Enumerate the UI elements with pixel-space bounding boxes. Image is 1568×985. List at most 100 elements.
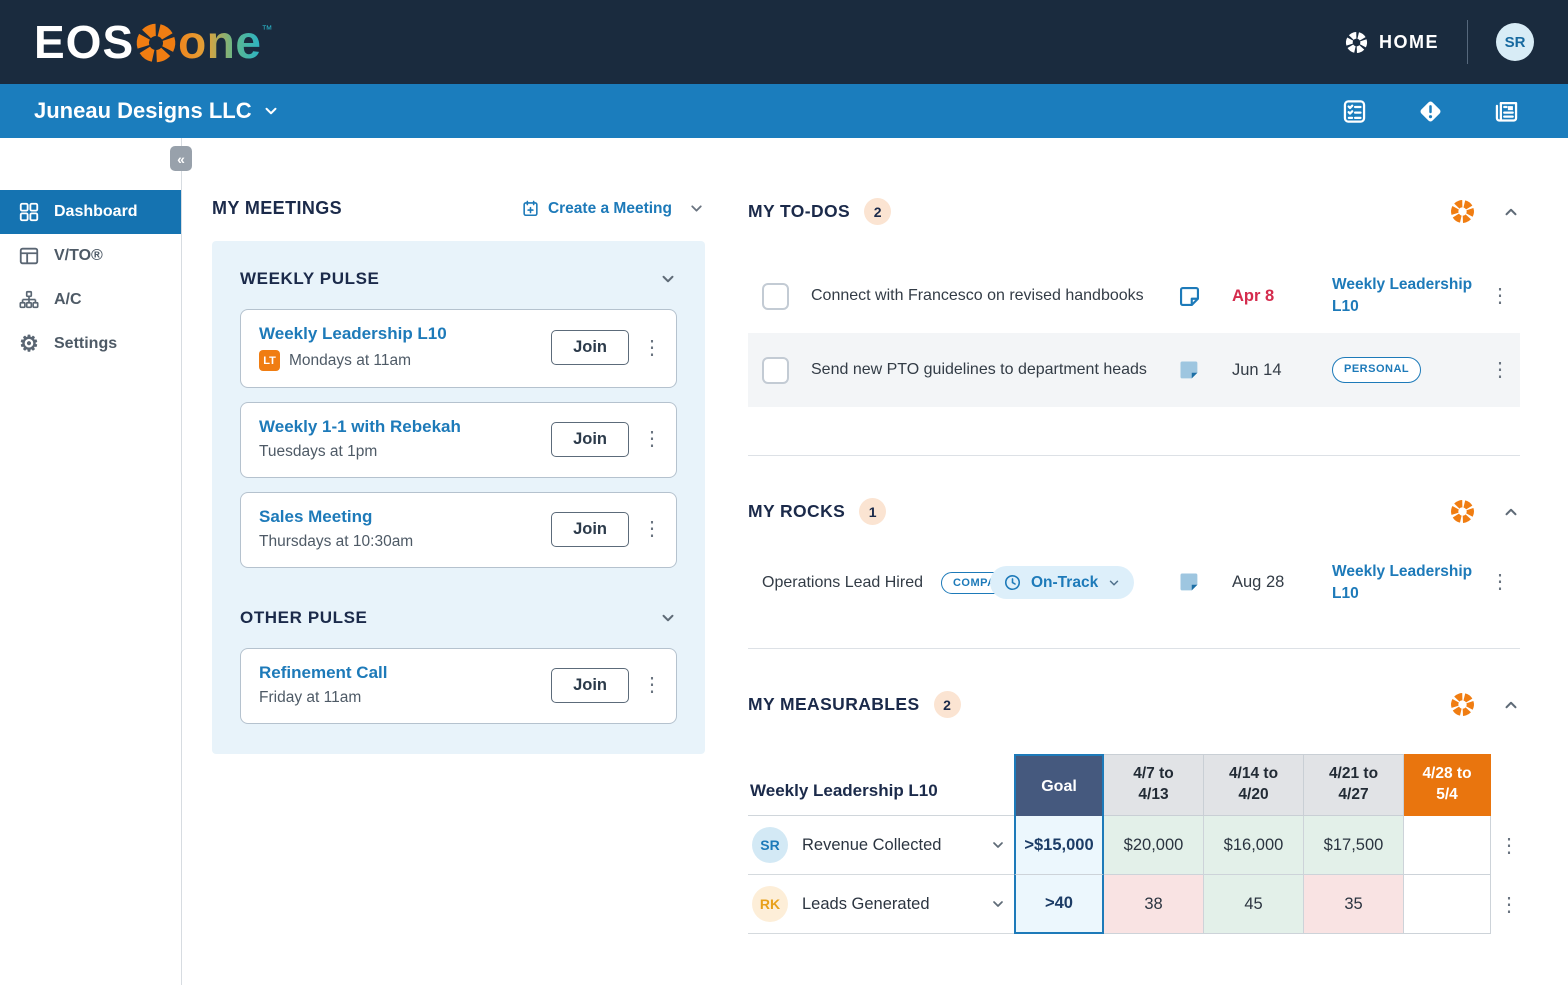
chevron-down-icon: [262, 102, 280, 120]
rocks-count-badge: 1: [859, 498, 887, 525]
value-cell[interactable]: $16,000: [1204, 816, 1304, 876]
topbar-divider: [1467, 20, 1468, 64]
sidebar-item-dashboard[interactable]: Dashboard: [0, 190, 181, 234]
weekly-pulse-title: WEEKLY PULSE: [240, 269, 380, 288]
org-chart-icon: [18, 289, 40, 311]
meeting-card: Weekly Leadership L10 LT Mondays at 11am…: [240, 309, 677, 388]
chevron-down-icon[interactable]: [688, 200, 705, 217]
eos-help-shutter-icon[interactable]: [1450, 692, 1475, 717]
kebab-menu-icon[interactable]: ⋮: [642, 518, 662, 540]
week-column-header: 4/7 to 4/13: [1104, 754, 1204, 817]
value-cell[interactable]: [1404, 816, 1491, 876]
value-cell[interactable]: $17,500: [1304, 816, 1404, 876]
meeting-title-link[interactable]: Refinement Call: [259, 663, 388, 682]
chevron-down-icon[interactable]: [990, 896, 1006, 912]
shutter-o-icon: [135, 22, 177, 64]
measurables-count-badge: 2: [933, 691, 961, 719]
clock-icon: [1003, 573, 1022, 592]
kebab-menu-icon[interactable]: ⋮: [1490, 284, 1510, 307]
my-todos-section: MY TO-DOS 2 Connect with Francesco on re…: [748, 198, 1520, 456]
todo-list-icon[interactable]: [1341, 98, 1368, 125]
todos-count-badge: 2: [864, 198, 892, 225]
todo-row[interactable]: Connect with Francesco on revised handbo…: [748, 259, 1520, 333]
kebab-menu-icon[interactable]: ⋮: [642, 674, 662, 696]
metric-row-label: RK Leads Generated: [748, 875, 1014, 935]
todo-checkbox[interactable]: [762, 282, 789, 310]
avatar: SR: [752, 827, 788, 864]
goal-cell[interactable]: >$15,000: [1014, 816, 1104, 876]
kebab-menu-icon[interactable]: ⋮: [1490, 358, 1510, 381]
chevron-up-icon[interactable]: [1502, 503, 1520, 521]
home-label: HOME: [1379, 31, 1439, 52]
join-button[interactable]: Join: [551, 511, 629, 547]
company-selector[interactable]: Juneau Designs LLC: [34, 98, 280, 124]
week-column-header: 4/21 to 4/27: [1304, 754, 1404, 817]
my-rocks-title: MY ROCKS: [748, 501, 846, 521]
rock-status-dropdown[interactable]: On-Track: [990, 566, 1135, 600]
sidebar-collapse-button[interactable]: «: [170, 146, 192, 171]
chevron-up-icon[interactable]: [1502, 696, 1520, 714]
meeting-link[interactable]: Weekly Leadership L10: [1332, 276, 1473, 315]
goal-cell[interactable]: >40: [1014, 875, 1104, 935]
value-cell[interactable]: 45: [1204, 875, 1304, 935]
eos-help-shutter-icon[interactable]: [1450, 199, 1475, 224]
sidebar-item-settings[interactable]: ⚙ Settings: [0, 322, 181, 366]
chevron-down-icon[interactable]: [659, 270, 677, 288]
note-filled-icon[interactable]: [1176, 357, 1203, 384]
lt-badge: LT: [259, 350, 280, 371]
chevron-down-icon: [1107, 576, 1121, 590]
sidebar-item-label: Settings: [54, 335, 118, 352]
issues-warning-icon[interactable]: [1417, 98, 1444, 125]
kebab-menu-icon[interactable]: ⋮: [1490, 571, 1510, 594]
join-button[interactable]: Join: [551, 421, 629, 457]
gear-icon: ⚙: [19, 331, 39, 356]
todo-checkbox[interactable]: [762, 356, 789, 384]
sidebar-item-ac[interactable]: A/C: [0, 278, 181, 322]
eos-help-shutter-icon[interactable]: [1450, 499, 1475, 524]
rock-row[interactable]: Operations Lead Hired COMPANY On-Track A: [748, 561, 1520, 604]
todo-row[interactable]: Send new PTO guidelines to department he…: [748, 333, 1520, 407]
create-meeting-button[interactable]: Create a Meeting: [521, 199, 705, 218]
metric-name: Leads Generated: [802, 894, 930, 913]
kebab-menu-icon[interactable]: ⋮: [642, 428, 662, 450]
logo-one-text: one: [178, 16, 262, 68]
metric-row-label: SR Revenue Collected: [748, 816, 1014, 876]
join-button[interactable]: Join: [551, 667, 629, 703]
my-measurables-title: MY MEASURABLES: [748, 694, 920, 715]
kebab-menu-icon[interactable]: ⋮: [1499, 893, 1519, 916]
dashboard-grid-icon: [18, 201, 40, 223]
my-rocks-section: MY ROCKS 1 Operations Lead Hired COMPANY: [748, 498, 1520, 650]
sidebar-item-label: Dashboard: [54, 203, 138, 220]
value-cell[interactable]: [1404, 875, 1491, 935]
value-cell[interactable]: 35: [1304, 875, 1404, 935]
week-column-header: 4/14 to 4/20: [1204, 754, 1304, 817]
chevron-down-icon[interactable]: [990, 837, 1006, 853]
meeting-title-link[interactable]: Weekly Leadership L10: [259, 324, 447, 343]
section-divider: [748, 455, 1520, 456]
sidebar-item-vto[interactable]: V/TO®: [0, 234, 181, 278]
meeting-link[interactable]: Weekly Leadership L10: [1332, 563, 1473, 602]
value-cell[interactable]: 38: [1104, 875, 1204, 935]
chevron-down-icon[interactable]: [659, 609, 677, 627]
join-button[interactable]: Join: [551, 330, 629, 365]
company-name: Juneau Designs LLC: [34, 98, 252, 123]
sidebar-item-label: A/C: [54, 291, 82, 308]
home-button[interactable]: HOME: [1345, 31, 1439, 54]
headlines-news-icon[interactable]: [1493, 98, 1520, 125]
eos-one-logo[interactable]: EOS one ™: [34, 19, 272, 65]
avatar: RK: [752, 886, 788, 923]
user-avatar[interactable]: SR: [1496, 23, 1534, 61]
chevron-up-icon[interactable]: [1502, 203, 1520, 221]
value-cell[interactable]: $20,000: [1104, 816, 1204, 876]
meeting-title-link[interactable]: Sales Meeting: [259, 507, 373, 526]
note-filled-icon[interactable]: [1176, 569, 1203, 596]
kebab-menu-icon[interactable]: ⋮: [642, 336, 662, 359]
meeting-title-link[interactable]: Weekly 1-1 with Rebekah: [259, 417, 461, 436]
todo-due-date: Jun 14: [1232, 360, 1282, 379]
create-meeting-label: Create a Meeting: [547, 199, 672, 217]
section-divider: [748, 648, 1520, 650]
meeting-time: Mondays at 11am: [289, 351, 412, 369]
note-outline-icon[interactable]: [1176, 283, 1203, 310]
my-meetings-title: MY MEETINGS: [212, 198, 343, 218]
kebab-menu-icon[interactable]: ⋮: [1499, 834, 1519, 857]
